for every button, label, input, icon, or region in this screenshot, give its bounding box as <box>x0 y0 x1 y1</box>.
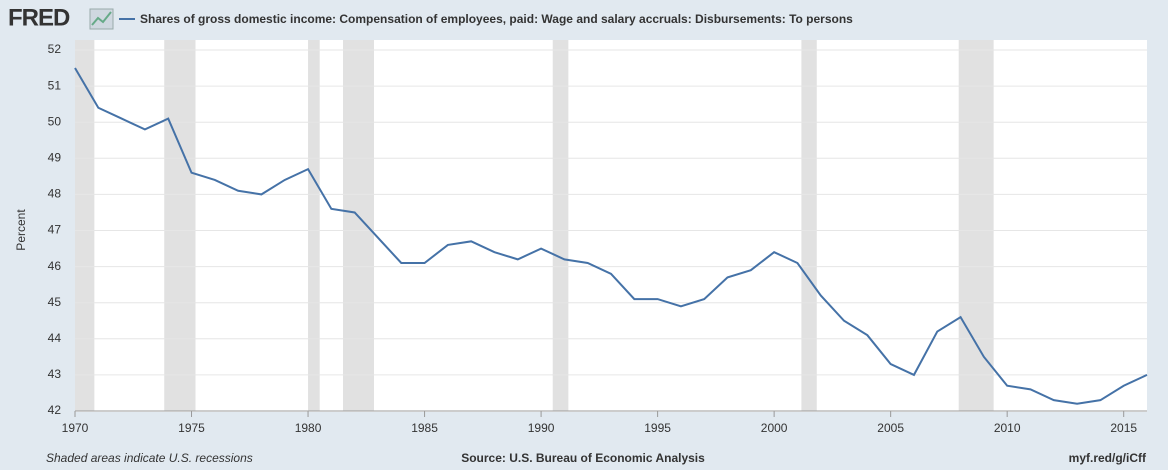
recession-band <box>801 40 817 411</box>
y-tick-label: 50 <box>48 114 62 128</box>
recession-band <box>343 40 374 411</box>
x-tick-label: 2000 <box>761 421 788 435</box>
recession-band <box>75 40 95 411</box>
x-tick-label: 1970 <box>62 421 89 435</box>
y-axis-label: Percent <box>14 209 28 251</box>
y-tick-label: 52 <box>48 42 62 56</box>
footer-source: Source: U.S. Bureau of Economic Analysis <box>461 451 705 465</box>
x-tick-label: 1995 <box>644 421 671 435</box>
y-tick-label: 44 <box>48 331 62 345</box>
footer-link: myf.red/g/iCff <box>1069 451 1147 465</box>
x-tick-label: 2005 <box>877 421 904 435</box>
x-tick-label: 2010 <box>994 421 1021 435</box>
y-tick-label: 45 <box>48 295 62 309</box>
recession-band <box>958 40 994 411</box>
recession-band <box>308 40 320 411</box>
x-tick-label: 1990 <box>528 421 555 435</box>
recession-band <box>552 40 569 411</box>
legend-label: Shares of gross domestic income: Compens… <box>140 12 853 26</box>
logo-icon <box>89 8 114 30</box>
x-tick-label: 2015 <box>1110 421 1137 435</box>
data-line <box>74 67 1148 405</box>
y-tick-label: 42 <box>48 403 62 417</box>
x-tick-label: 1980 <box>295 421 322 435</box>
brand-logo: FRED <box>8 4 70 31</box>
recession-band <box>164 40 196 411</box>
y-tick-label: 46 <box>48 259 62 273</box>
x-tick-label: 1985 <box>411 421 438 435</box>
logo-icon-line <box>91 11 112 26</box>
y-tick-label: 43 <box>48 367 62 381</box>
y-tick-label: 47 <box>48 223 62 237</box>
y-tick-label: 51 <box>48 78 62 92</box>
y-tick-label: 49 <box>48 150 62 164</box>
footer-note: Shaded areas indicate U.S. recessions <box>46 451 253 465</box>
y-tick-label: 48 <box>48 187 62 201</box>
x-tick-label: 1975 <box>178 421 205 435</box>
